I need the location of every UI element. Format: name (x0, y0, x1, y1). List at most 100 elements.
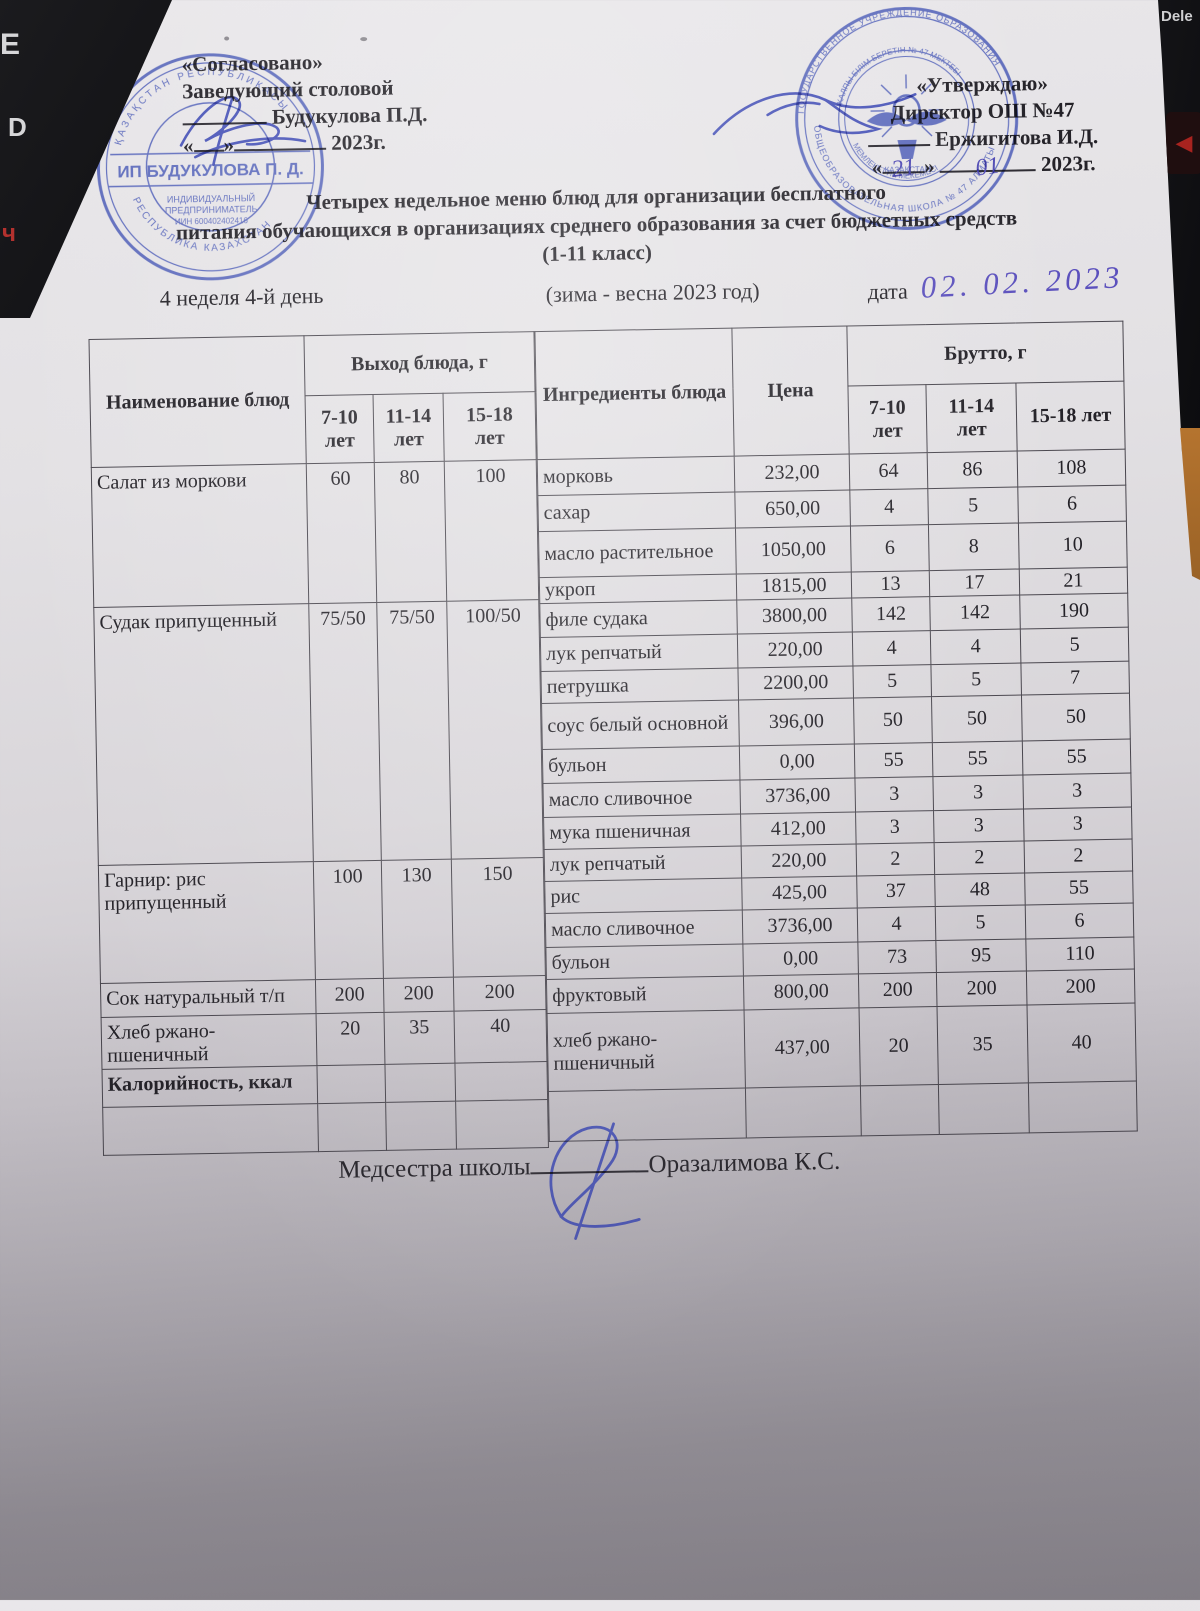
brutto-cell: 200 (936, 971, 1027, 1007)
brutto-cell: 4 (930, 629, 1021, 665)
brutto-cell: 3 (855, 777, 934, 812)
brutto-cell: 5 (931, 663, 1022, 697)
paper-speck (224, 36, 229, 40)
brutto-cell: 3 (934, 809, 1025, 843)
portion-cell (317, 1064, 386, 1103)
dish-name-cell: Судак припущенный (94, 604, 314, 866)
delete-key-label: Dele (1161, 8, 1193, 25)
ingredient-name-cell: фруктовый (546, 976, 744, 1014)
brutto-cell: 3 (1024, 807, 1133, 841)
brutto-cell: 4 (857, 907, 936, 942)
brutto-cell: 108 (1017, 449, 1126, 487)
portion-cell: 130 (381, 859, 453, 978)
keyboard-key-e: E (0, 28, 20, 62)
brutto-cell: 48 (935, 873, 1026, 907)
brutto-cell: 200 (1026, 969, 1135, 1005)
ingredient-name-cell: бульон (546, 944, 744, 980)
brutto-cell: 2 (934, 841, 1025, 875)
brutto-cell: 50 (1021, 693, 1130, 741)
portion-cell (318, 1102, 387, 1151)
brutto-cell: 110 (1026, 937, 1135, 971)
brutto-cell: 10 (1018, 521, 1127, 569)
brutto-cell: 55 (854, 743, 933, 778)
price-cell: 396,00 (739, 698, 855, 746)
price-cell (745, 1086, 861, 1138)
stamp-inner-line3: ИИН 600402402416 (175, 216, 249, 226)
header-output: Выход блюда, г (304, 332, 535, 396)
price-cell: 220,00 (737, 632, 853, 668)
portion-cell: 200 (315, 978, 384, 1013)
price-cell: 3736,00 (742, 908, 858, 944)
header-age-15-18: 15-18 лет (443, 392, 536, 462)
ingredient-name-cell: соус белый основной (542, 700, 740, 749)
portion-cell: 100 (313, 860, 383, 979)
season-label: (зима - весна 2023 год) (546, 278, 760, 308)
brutto-cell: 64 (849, 453, 928, 490)
portion-cell (386, 1101, 457, 1150)
signature-right-approver (707, 77, 1008, 152)
brutto-cell: 17 (929, 569, 1019, 597)
nurse-name: Оразалимова К.С. (648, 1148, 840, 1178)
brutto-cell: 35 (937, 1005, 1028, 1085)
ingredient-name-cell: укроп (539, 574, 736, 604)
brutto-cell: 55 (1025, 871, 1134, 905)
header-age-7-10: 7-10 лет (848, 385, 927, 454)
brutto-cell: 37 (857, 875, 936, 908)
header-age-7-10: 7-10 лет (305, 394, 374, 463)
portion-cell: 75/50 (377, 601, 452, 860)
signature-nurse (525, 1117, 677, 1245)
price-cell: 412,00 (741, 812, 857, 846)
dish-name-cell: Гарнир: рис припущенный (98, 862, 315, 984)
ingredient-name-cell: мука пшеничная (544, 814, 742, 850)
header-ingredients: Ингредиенты блюда (535, 328, 734, 459)
dish-name-cell: Хлеб ржано-пшеничный (101, 1014, 317, 1070)
portion-cell: 100 (444, 460, 538, 602)
date-label: дата (868, 278, 909, 305)
price-cell: 425,00 (742, 876, 858, 910)
price-cell: 1815,00 (736, 572, 851, 600)
portion-cell (385, 1063, 456, 1102)
ingredient-name-cell: масло сливочное (543, 780, 741, 818)
dish-name-cell: Калорийность, ккал (102, 1066, 318, 1108)
stamp-center-label: ҚАЗАҚСТАН (885, 165, 931, 175)
ingredient-name-cell: хлеб ржано-пшеничный (547, 1010, 745, 1091)
arrow-key: ◀ (1166, 112, 1200, 174)
ingredient-name-cell: петрушка (541, 668, 739, 704)
portion-cell: 35 (384, 1011, 455, 1064)
price-cell: 1050,00 (735, 526, 851, 574)
dish-name-cell: Сок натуральный т/п (100, 980, 316, 1018)
brutto-cell: 2 (856, 843, 935, 876)
portion-cell: 200 (453, 976, 546, 1012)
year-label: 2023г. (1041, 151, 1096, 176)
handwritten-date: 02. 02. 2023 (920, 259, 1125, 306)
brutto-cell: 13 (851, 571, 929, 598)
ingredient-name-cell: масло растительное (538, 528, 736, 577)
price-cell: 232,00 (734, 454, 850, 492)
dish-name-cell (103, 1104, 319, 1156)
brutto-cell (938, 1083, 1029, 1135)
brutto-cell: 142 (930, 595, 1021, 631)
brutto-cell: 95 (936, 939, 1027, 973)
header-brutto: Брутто, г (847, 321, 1124, 386)
price-cell: 0,00 (739, 744, 855, 780)
ingredient-name-cell: филе судака (540, 600, 738, 638)
brutto-cell: 2 (1024, 839, 1133, 873)
ingredient-name-cell: лук репчатый (544, 846, 742, 882)
ingredient-name-cell: рис (545, 878, 743, 914)
brutto-cell: 50 (854, 697, 933, 744)
brutto-cell: 4 (850, 489, 929, 526)
price-cell: 3736,00 (740, 778, 856, 814)
header-dish-name: Наименование блюд (89, 336, 306, 468)
brutto-cell: 20 (859, 1007, 938, 1086)
portion-cell: 40 (454, 1010, 547, 1064)
brutto-cell: 5 (1020, 627, 1129, 663)
header-age-11-14: 11-14 лет (926, 383, 1017, 453)
portion-cell: 80 (374, 461, 446, 602)
price-cell: 220,00 (741, 844, 857, 878)
brutto-cell: 6 (1018, 485, 1127, 523)
menu-table-right-columns: Ингредиенты блюда Цена Брутто, г 7-10 ле… (534, 321, 1137, 1142)
